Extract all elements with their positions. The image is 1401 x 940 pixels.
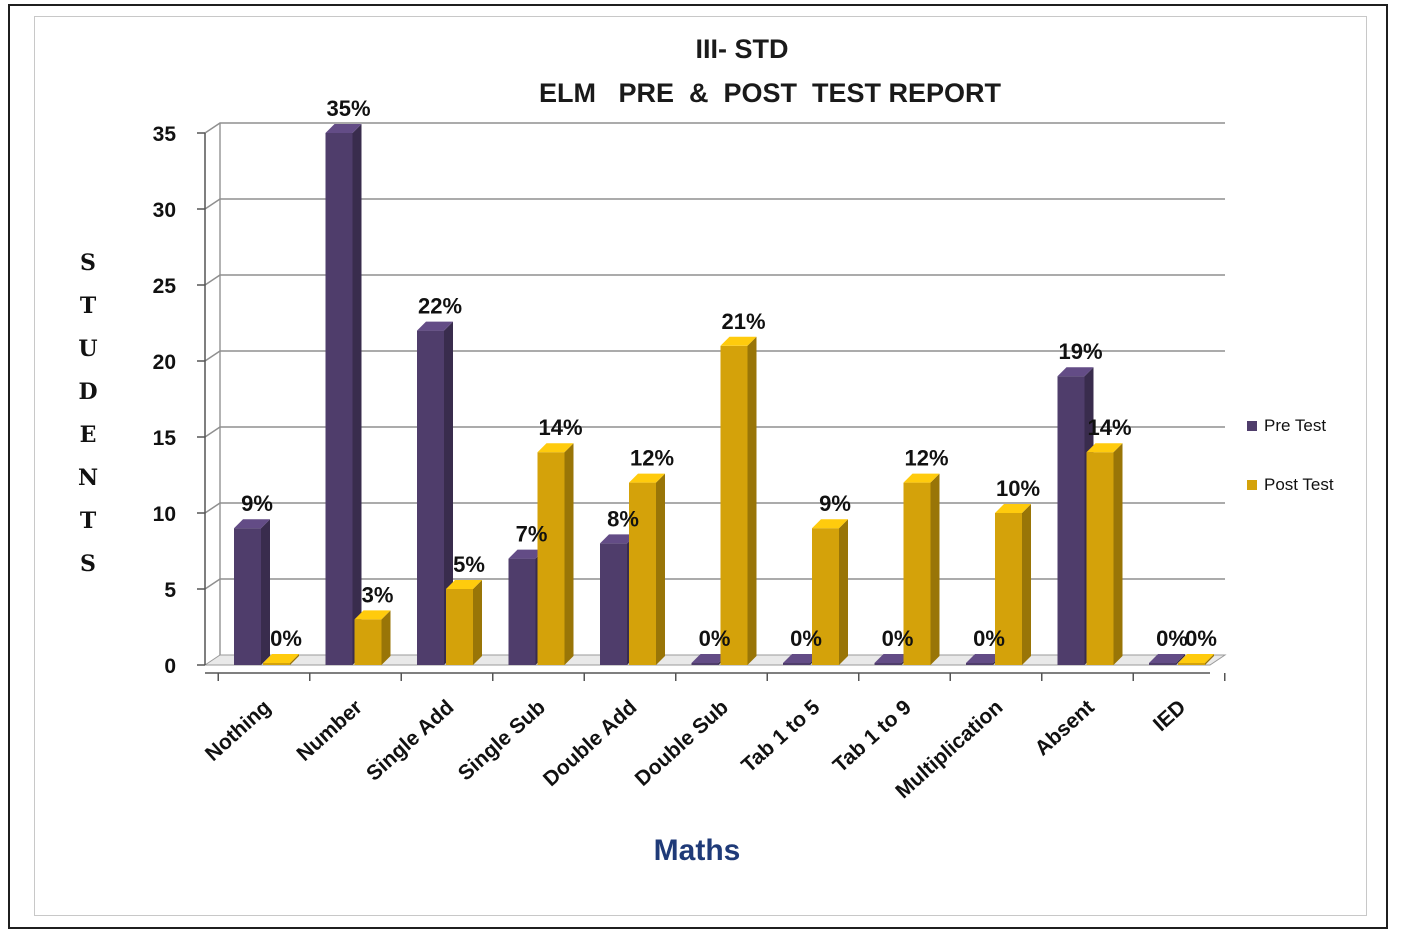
bar-post-test-tab-1-to-5 [812, 519, 848, 665]
x-tick-label-number: Number [292, 696, 366, 766]
y-axis-label-letter: S [80, 551, 96, 577]
bar-pre-test-single-add [417, 321, 453, 665]
y-axis-label-letter: N [78, 465, 98, 491]
x-tick-label-single-add: Single Add [362, 696, 458, 786]
data-label-pre-test-absent: 19% [1058, 339, 1102, 364]
data-label-post-test-tab-1-to-9: 12% [904, 446, 948, 471]
bar-post-test-ied [1178, 654, 1214, 665]
x-tick-label-absent: Absent [1031, 696, 1099, 761]
data-label-post-test-absent: 14% [1087, 415, 1131, 440]
gridline [204, 350, 1225, 362]
data-label-pre-test-tab-1-to-9: 0% [882, 626, 914, 651]
data-label-post-test-single-sub: 14% [538, 415, 582, 440]
data-labels: 9%35%22%7%8%0% 0% 0% 0%19%0%0%3%5%14%12%21%… [241, 96, 1217, 651]
x-tick-label-tab-1-to-9: Tab 1 to 9 [829, 696, 916, 778]
chart-area-border [34, 16, 1367, 916]
gridline [204, 578, 1225, 590]
data-label-pre-test-tab-1-to-5: 0% [790, 626, 822, 651]
gridline [204, 122, 1225, 134]
y-axis-label-letter: T [80, 508, 97, 534]
bar-pre-test-ied [1149, 654, 1185, 665]
bar-post-test-single-sub [537, 443, 574, 665]
y-axis-label-letter: D [78, 379, 97, 405]
bar-post-test-nothing [263, 654, 299, 665]
x-tick-label-tab-1-to-5: Tab 1 to 5 [737, 695, 824, 777]
bar-post-test-single-add [446, 580, 482, 665]
y-axis-label-letter: T [80, 293, 97, 319]
bar-pre-test-number [325, 124, 362, 665]
y-tick-label: 25 [153, 275, 177, 298]
y-tick-label: 10 [153, 503, 176, 526]
y-axis-label-letter: U [78, 336, 97, 362]
y-tick-label: 0 [164, 655, 176, 678]
legend-label-post-test: Post Test [1264, 475, 1334, 494]
outer-frame [8, 4, 1388, 929]
y-axis-label-letter: S [80, 250, 96, 276]
data-label-post-test-tab-1-to-5: 9% [819, 491, 851, 516]
data-label-pre-test-multiplication: 0% [973, 626, 1005, 651]
data-label-pre-test-single-sub: 7% [516, 522, 548, 547]
bar-post-test-double-add [629, 473, 665, 665]
legend-label-pre-test: Pre Test [1264, 416, 1326, 435]
bar-post-test-tab-1-to-9 [903, 473, 940, 665]
data-label-pre-test-number: 35% [326, 96, 370, 121]
bar-post-test-double-sub [720, 336, 757, 665]
data-label-post-test-ied: 0% [1185, 626, 1217, 651]
chart-title-line1: III- STD [696, 34, 789, 64]
y-tick-label: 35 [153, 123, 177, 146]
x-tick-label-nothing: Nothing [201, 696, 275, 766]
data-label-pre-test-ied: 0% [1156, 626, 1188, 651]
data-label-post-test-single-add: 5% [453, 552, 485, 577]
x-tick-label-double-sub: Double Sub [631, 696, 733, 791]
gridline [204, 502, 1225, 514]
y-axis-label-letter: E [80, 422, 97, 448]
gridline [204, 426, 1225, 438]
legend: Pre Test Post Test [1247, 416, 1334, 494]
data-label-post-test-nothing: 0% [270, 626, 302, 651]
data-label-post-test-double-sub: 21% [721, 309, 765, 334]
x-axis-label: Maths [654, 834, 741, 867]
data-label-post-test-multiplication: 10% [996, 476, 1040, 501]
data-label-pre-test-double-add: 8% [607, 506, 639, 531]
y-tick-label: 5 [164, 579, 176, 602]
data-label-pre-test-double-sub: 0% [699, 626, 731, 651]
y-tick-label: 30 [153, 199, 176, 222]
data-label-post-test-number: 3% [362, 582, 394, 607]
bar-pre-test-nothing [234, 519, 270, 665]
chart-title-line2: ELM PRE & POST TEST REPORT [539, 78, 1002, 108]
data-label-post-test-double-add: 12% [630, 446, 674, 471]
y-tick-label: 20 [153, 351, 176, 374]
x-tick-label-ied: IED [1149, 696, 1190, 737]
data-label-pre-test-nothing: 9% [241, 491, 273, 516]
bar-post-test-multiplication [995, 504, 1031, 665]
gridline [204, 198, 1225, 210]
legend-swatch-pre-test [1247, 421, 1257, 431]
x-tick-label-double-add: Double Add [539, 696, 641, 791]
gridline [204, 274, 1225, 286]
bars [234, 124, 1214, 665]
bar-post-test-number [354, 610, 391, 665]
y-tick-label: 15 [153, 427, 177, 450]
legend-swatch-post-test [1247, 480, 1257, 490]
bar-post-test-absent [1086, 443, 1123, 665]
data-label-pre-test-single-add: 22% [418, 294, 462, 319]
x-tick-label-single-sub: Single Sub [454, 696, 550, 786]
